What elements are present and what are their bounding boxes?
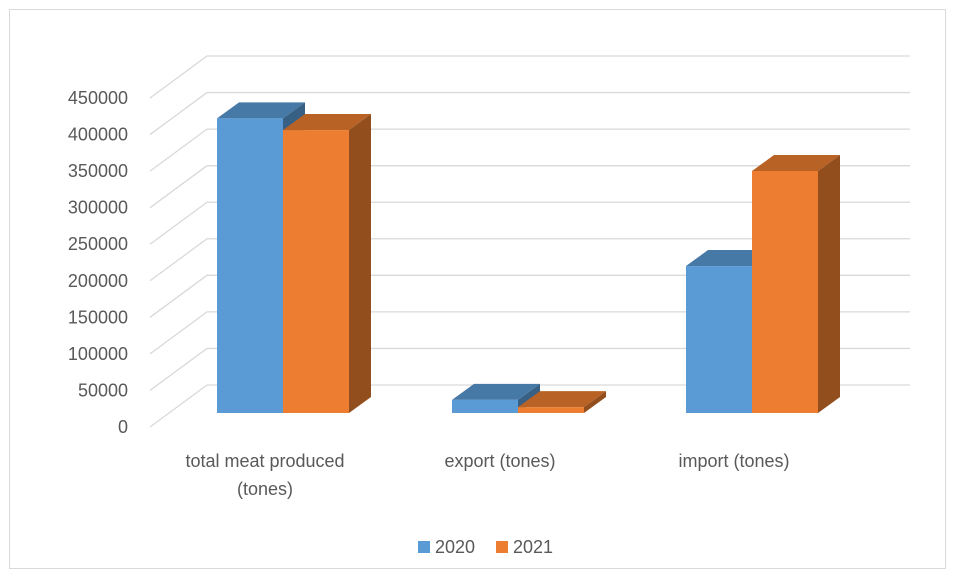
gridline xyxy=(149,128,910,172)
bar-side xyxy=(349,114,371,413)
y-tick-label: 200000 xyxy=(68,271,128,291)
gridline xyxy=(149,91,910,136)
y-tick-label: 150000 xyxy=(68,307,128,327)
category-label: export (tones) xyxy=(444,451,555,471)
y-axis-ticks: 0 50000 100000 150000 200000 250000 300000 3500… xyxy=(68,88,128,437)
category-label: total meat produced xyxy=(185,451,344,471)
bar-top xyxy=(518,391,606,408)
gridline xyxy=(149,384,910,428)
bar-front xyxy=(686,266,752,413)
category-label: import (tones) xyxy=(678,451,789,471)
legend-swatch xyxy=(496,541,508,553)
bar xyxy=(518,391,606,413)
y-tick-label: 400000 xyxy=(68,125,128,145)
bar-top xyxy=(217,102,305,119)
bar xyxy=(283,114,371,413)
legend-swatch xyxy=(418,541,430,553)
gridline xyxy=(149,201,910,245)
bar xyxy=(752,155,840,413)
y-tick-label: 350000 xyxy=(68,161,128,181)
legend-label: 2020 xyxy=(435,537,475,557)
gridline xyxy=(149,238,910,282)
bar-top xyxy=(752,155,840,172)
bar-front xyxy=(752,171,818,413)
bar-top xyxy=(452,383,540,400)
y-tick-label: 100000 xyxy=(68,344,128,364)
bar-front xyxy=(283,130,349,413)
legend-label: 2021 xyxy=(513,537,553,557)
gridline xyxy=(149,165,910,209)
bar-front xyxy=(452,399,518,413)
bar-front xyxy=(518,407,584,413)
y-tick-label: 300000 xyxy=(68,198,128,218)
y-tick-label: 50000 xyxy=(78,380,128,400)
y-tick-label: 0 xyxy=(118,417,128,437)
bar-front xyxy=(217,118,283,414)
bar-side xyxy=(818,155,840,413)
y-tick-label: 450000 xyxy=(68,88,128,108)
bar-side xyxy=(584,391,606,413)
gridline xyxy=(149,347,910,391)
gridline xyxy=(149,311,910,355)
bar-top xyxy=(283,114,371,131)
y-tick-label: 250000 xyxy=(68,234,128,254)
bars xyxy=(217,102,840,414)
gridlines xyxy=(149,55,910,428)
category-label: (tones) xyxy=(237,479,293,499)
gridline xyxy=(149,274,910,318)
gridline xyxy=(149,55,910,99)
legend: 2020 2021 xyxy=(418,537,553,557)
category-labels: total meat produced (tones) export (tones)… xyxy=(185,451,789,499)
